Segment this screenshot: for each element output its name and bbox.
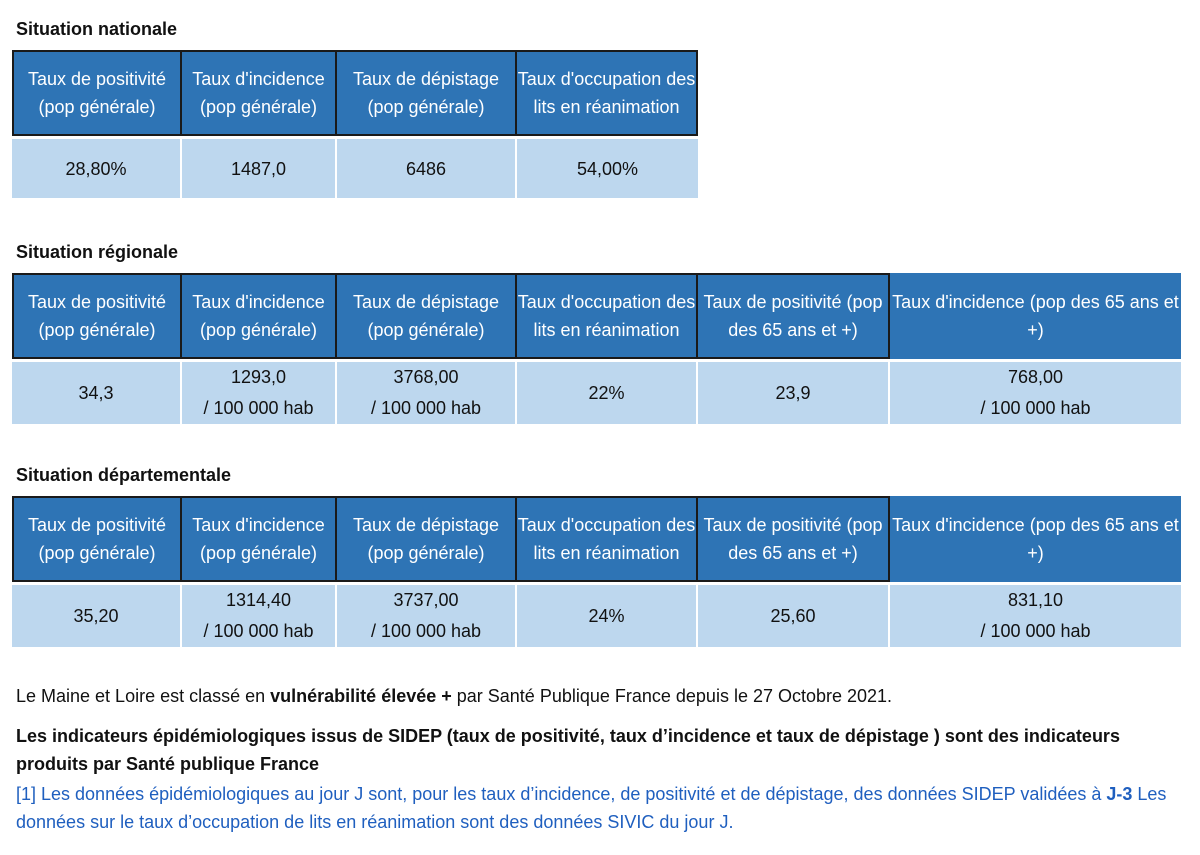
value-taux-incidence-65: 768,00/ 100 000 hab: [890, 359, 1181, 424]
table-header-row: Taux de positivité (pop générale) Taux d…: [12, 273, 1181, 359]
national-section-title: Situation nationale: [16, 19, 178, 39]
header-taux-occupation-lits: Taux d'occupation des lits en réanimatio…: [517, 50, 698, 136]
header-taux-incidence: Taux d'incidence (pop générale): [182, 273, 337, 359]
regional-indicators-table: Taux de positivité (pop générale) Taux d…: [12, 273, 1181, 424]
value-taux-positivite: 35,20: [12, 582, 182, 647]
value-taux-depistage: 3768,00/ 100 000 hab: [337, 359, 517, 424]
table-header-row: Taux de positivité (pop générale) Taux d…: [12, 50, 698, 136]
table-value-row: 28,80% 1487,0 6486 54,00%: [12, 136, 698, 198]
regional-section-title: Situation régionale: [16, 242, 179, 262]
table-value-row: 35,20 1314,40/ 100 000 hab 3737,00/ 100 …: [12, 582, 1181, 647]
sidep-note: Les indicateurs épidémiologiques issus d…: [16, 726, 1120, 774]
header-taux-occupation-lits: Taux d'occupation des lits en réanimatio…: [517, 273, 698, 359]
header-taux-incidence: Taux d'incidence (pop générale): [182, 50, 337, 136]
value-taux-incidence-65: 831,10/ 100 000 hab: [890, 582, 1181, 647]
header-taux-depistage: Taux de dépistage (pop générale): [337, 50, 517, 136]
header-taux-incidence-65: Taux d'incidence (pop des 65 ans et +): [890, 273, 1181, 359]
header-taux-depistage: Taux de dépistage (pop générale): [337, 273, 517, 359]
table-value-row: 34,3 1293,0/ 100 000 hab 3768,00/ 100 00…: [12, 359, 1181, 424]
national-indicators-table: Taux de positivité (pop générale) Taux d…: [12, 50, 698, 198]
value-taux-incidence: 1314,40/ 100 000 hab: [182, 582, 337, 647]
table-header-row: Taux de positivité (pop générale) Taux d…: [12, 496, 1181, 582]
header-taux-positivite: Taux de positivité (pop générale): [12, 50, 182, 136]
departemental-section-title: Situation départementale: [16, 465, 232, 485]
header-taux-occupation-lits: Taux d'occupation des lits en réanimatio…: [517, 496, 698, 582]
value-taux-positivite-65: 23,9: [698, 359, 890, 424]
header-taux-positivite: Taux de positivité (pop générale): [12, 273, 182, 359]
value-taux-occupation-lits: 22%: [517, 359, 698, 424]
value-taux-incidence: 1293,0/ 100 000 hab: [182, 359, 337, 424]
header-taux-incidence-65: Taux d'incidence (pop des 65 ans et +): [890, 496, 1181, 582]
header-taux-depistage: Taux de dépistage (pop générale): [337, 496, 517, 582]
value-taux-depistage: 6486: [337, 136, 517, 198]
header-taux-positivite-65: Taux de positivité (pop des 65 ans et +): [698, 496, 890, 582]
value-taux-incidence: 1487,0: [182, 136, 337, 198]
departemental-indicators-table: Taux de positivité (pop générale) Taux d…: [12, 496, 1181, 647]
value-taux-positivite: 34,3: [12, 359, 182, 424]
value-taux-positivite: 28,80%: [12, 136, 182, 198]
classification-note: Le Maine et Loire est classé en vulnérab…: [16, 686, 893, 706]
header-taux-positivite-65: Taux de positivité (pop des 65 ans et +): [698, 273, 890, 359]
value-taux-positivite-65: 25,60: [698, 582, 890, 647]
value-taux-occupation-lits: 54,00%: [517, 136, 698, 198]
value-taux-occupation-lits: 24%: [517, 582, 698, 647]
header-taux-positivite: Taux de positivité (pop générale): [12, 496, 182, 582]
value-taux-depistage: 3737,00/ 100 000 hab: [337, 582, 517, 647]
header-taux-incidence: Taux d'incidence (pop générale): [182, 496, 337, 582]
vulnerability-level: vulnérabilité élevée +: [270, 686, 452, 706]
footnote: [1] Les données épidémiologiques au jour…: [16, 784, 1167, 832]
